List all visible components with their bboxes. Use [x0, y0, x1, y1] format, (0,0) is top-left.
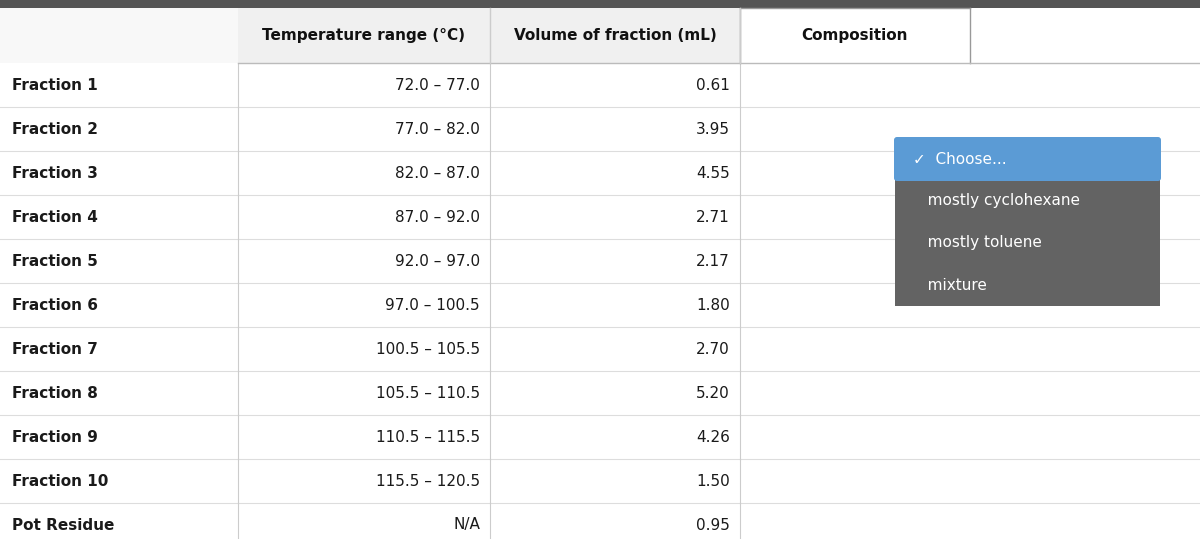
Bar — [490, 63, 740, 107]
Text: Pot Residue: Pot Residue — [12, 517, 114, 533]
Text: 97.0 – 100.5: 97.0 – 100.5 — [385, 298, 480, 313]
Text: Fraction 4: Fraction 4 — [12, 210, 98, 225]
Text: 110.5 – 115.5: 110.5 – 115.5 — [376, 430, 480, 445]
Text: 1.50: 1.50 — [696, 473, 730, 488]
Bar — [740, 8, 1200, 63]
Text: 92.0 – 97.0: 92.0 – 97.0 — [395, 253, 480, 268]
Text: Fraction 1: Fraction 1 — [12, 78, 97, 93]
Text: 2.70: 2.70 — [696, 342, 730, 356]
Text: 87.0 – 92.0: 87.0 – 92.0 — [395, 210, 480, 225]
Text: Fraction 2: Fraction 2 — [12, 121, 98, 136]
Bar — [740, 371, 1200, 415]
Bar — [238, 415, 490, 459]
Text: 82.0 – 87.0: 82.0 – 87.0 — [395, 165, 480, 181]
Text: N/A: N/A — [454, 517, 480, 533]
Text: 4.26: 4.26 — [696, 430, 730, 445]
Bar — [0, 283, 238, 327]
Bar — [490, 283, 740, 327]
Bar — [0, 327, 238, 371]
Bar — [238, 151, 490, 195]
Text: 72.0 – 77.0: 72.0 – 77.0 — [395, 78, 480, 93]
Bar — [0, 239, 238, 283]
Bar — [740, 415, 1200, 459]
Bar — [238, 63, 490, 107]
Bar — [740, 503, 1200, 539]
Bar — [740, 239, 1200, 283]
Text: Fraction 6: Fraction 6 — [12, 298, 98, 313]
Text: 2.17: 2.17 — [696, 253, 730, 268]
Bar — [0, 107, 238, 151]
Bar — [490, 327, 740, 371]
Bar — [238, 503, 490, 539]
Bar — [0, 8, 238, 63]
Bar — [0, 0, 1200, 8]
Bar — [238, 195, 490, 239]
Bar — [490, 8, 740, 63]
Bar — [0, 415, 238, 459]
Bar — [238, 283, 490, 327]
Bar — [490, 107, 740, 151]
Text: 4.55: 4.55 — [696, 165, 730, 181]
Bar — [0, 371, 238, 415]
Bar — [740, 107, 1200, 151]
Text: Fraction 8: Fraction 8 — [12, 385, 98, 400]
Text: 5.20: 5.20 — [696, 385, 730, 400]
Bar — [0, 63, 238, 107]
Bar — [0, 459, 238, 503]
Text: Fraction 3: Fraction 3 — [12, 165, 98, 181]
Text: Volume of fraction (mL): Volume of fraction (mL) — [514, 28, 716, 43]
Bar — [490, 415, 740, 459]
Bar — [490, 239, 740, 283]
Bar — [740, 283, 1200, 327]
Bar — [238, 239, 490, 283]
Bar — [490, 151, 740, 195]
Text: 115.5 – 120.5: 115.5 – 120.5 — [376, 473, 480, 488]
Text: Composition: Composition — [802, 28, 908, 43]
Text: mostly cyclohexane: mostly cyclohexane — [913, 194, 1080, 209]
Text: Fraction 10: Fraction 10 — [12, 473, 108, 488]
Text: Temperature range (°C): Temperature range (°C) — [263, 28, 466, 43]
Bar — [740, 63, 1200, 107]
Bar — [740, 327, 1200, 371]
Bar — [0, 503, 238, 539]
Text: 77.0 – 82.0: 77.0 – 82.0 — [395, 121, 480, 136]
Bar — [238, 371, 490, 415]
Bar — [0, 195, 238, 239]
Bar — [740, 459, 1200, 503]
Text: 0.61: 0.61 — [696, 78, 730, 93]
FancyBboxPatch shape — [894, 137, 1162, 181]
Bar — [490, 371, 740, 415]
Text: Fraction 9: Fraction 9 — [12, 430, 98, 445]
Text: 0.95: 0.95 — [696, 517, 730, 533]
Text: 100.5 – 105.5: 100.5 – 105.5 — [376, 342, 480, 356]
Text: Fraction 5: Fraction 5 — [12, 253, 98, 268]
Bar — [490, 503, 740, 539]
Bar — [238, 107, 490, 151]
Bar — [0, 151, 238, 195]
Bar — [895, 138, 1160, 306]
Bar — [490, 195, 740, 239]
Text: 1.80: 1.80 — [696, 298, 730, 313]
Bar — [490, 459, 740, 503]
Bar — [238, 8, 490, 63]
Text: mostly toluene: mostly toluene — [913, 236, 1042, 251]
Text: ✓  Choose...: ✓ Choose... — [913, 151, 1007, 167]
Text: Fraction 7: Fraction 7 — [12, 342, 98, 356]
Text: 3.95: 3.95 — [696, 121, 730, 136]
Bar — [238, 327, 490, 371]
Text: 105.5 – 110.5: 105.5 – 110.5 — [376, 385, 480, 400]
Bar — [238, 459, 490, 503]
Text: 2.71: 2.71 — [696, 210, 730, 225]
Bar — [740, 195, 1200, 239]
Bar — [740, 151, 1200, 195]
Text: mixture: mixture — [913, 278, 986, 293]
